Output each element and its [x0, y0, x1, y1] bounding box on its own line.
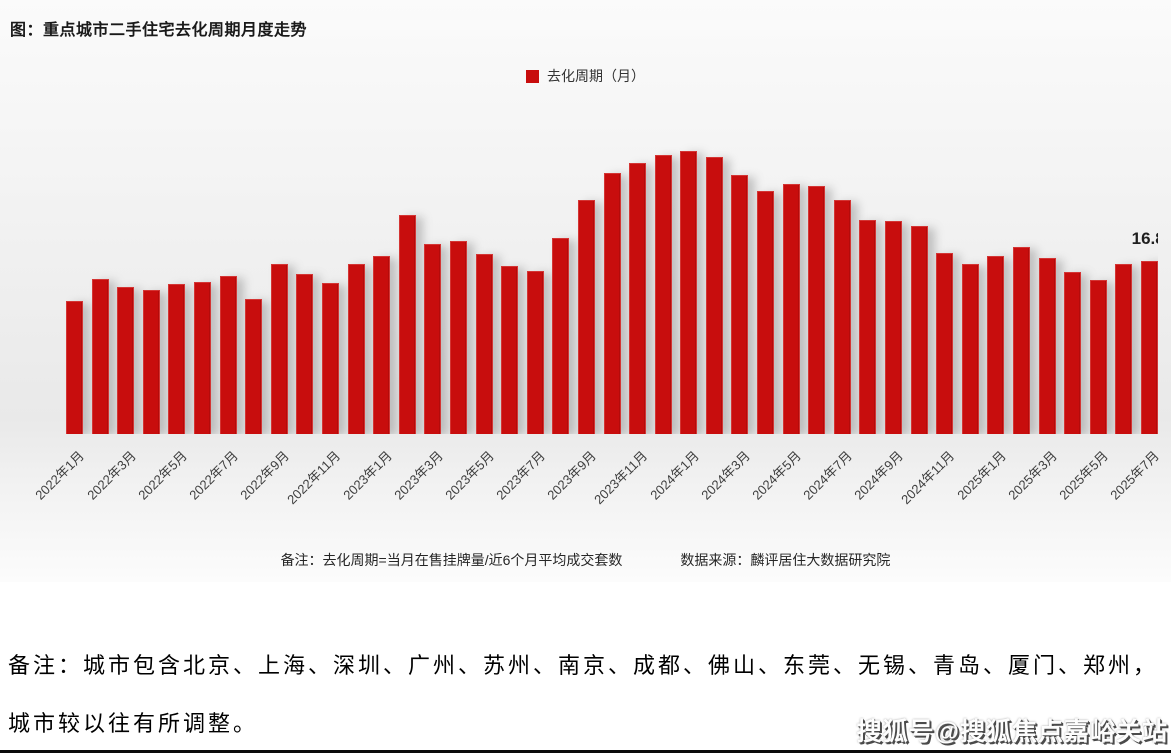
x-tick-label: 2024年7月 — [800, 448, 856, 503]
x-tick-label: 2025年1月 — [954, 448, 1009, 503]
data-label-last-bar: 16.8 — [1131, 229, 1158, 249]
bar-2024年10月 — [910, 226, 928, 434]
bar-2024年6月 — [808, 186, 826, 434]
x-tick-label: 2023年7月 — [493, 448, 548, 503]
legend: 去化周期（月） — [0, 66, 1171, 86]
bar-2024年1月 — [680, 151, 698, 434]
bar-2023年9月 — [577, 199, 595, 434]
bar-2024年12月 — [961, 263, 979, 434]
bar-2022年2月 — [91, 279, 109, 434]
bar-2025年2月 — [1013, 247, 1031, 434]
bar-2022年9月 — [270, 263, 288, 434]
bar-2022年1月 — [66, 300, 83, 434]
bar-2023年8月 — [552, 237, 570, 434]
x-tick-label: 2023年5月 — [442, 448, 497, 503]
x-tick-label: 2025年3月 — [1005, 448, 1060, 503]
chart-footnote: 备注：去化周期=当月在售挂牌量/近6个月平均成交套数 数据来源：麟评居住大数据研… — [0, 550, 1171, 570]
x-tick-label: 2022年3月 — [83, 448, 139, 503]
bar-2023年11月 — [629, 163, 647, 434]
bar-2024年11月 — [936, 253, 954, 434]
bar-2023年5月 — [475, 254, 493, 434]
note-line-1: 备注：城市包含北京、上海、深圳、广州、苏州、南京、成都、佛山、东莞、无锡、青岛、… — [8, 653, 1159, 678]
chart-panel: 图：重点城市二手住宅去化周期月度走势 去化周期（月） 16.8 2022年1月2… — [0, 0, 1171, 582]
legend-label: 去化周期（月） — [547, 68, 645, 84]
bar-2025年1月 — [987, 256, 1005, 434]
bar-2024年5月 — [782, 184, 800, 434]
bar-2025年6月 — [1115, 263, 1133, 434]
bar-2024年8月 — [859, 220, 877, 434]
bar-2024年7月 — [833, 199, 851, 434]
bar-2023年3月 — [424, 243, 442, 434]
x-tick-label: 2024年5月 — [749, 448, 804, 503]
x-tick-label: 2022年1月 — [32, 448, 88, 503]
note-line-2: 城市较以往有所调整。 — [8, 711, 259, 736]
bar-2025年7月 — [1141, 260, 1158, 434]
legend-square-icon — [526, 69, 539, 83]
bar-2022年8月 — [245, 298, 263, 434]
bar-2022年4月 — [142, 290, 160, 434]
bar-2025年4月 — [1064, 271, 1082, 434]
bar-2024年4月 — [757, 191, 775, 434]
bar-2025年5月 — [1089, 280, 1107, 434]
x-axis-labels: 2022年1月 2022年3月 2022年5月 2022年7月 2022年9月 2022年… — [33, 436, 1163, 554]
bottom-border-line — [0, 750, 1171, 753]
bar-2023年4月 — [449, 240, 467, 434]
x-tick-label: 2024年11月 — [898, 448, 958, 508]
x-tick-label: 2022年7月 — [186, 448, 241, 503]
chart-title: 图：重点城市二手住宅去化周期月度走势 — [10, 22, 308, 39]
x-tick-label: 2022年5月 — [135, 448, 190, 503]
x-tick-label: 2025年5月 — [1056, 448, 1112, 503]
bar-2023年2月 — [398, 215, 416, 434]
footnote-source: 数据来源：麟评居住大数据研究院 — [680, 552, 891, 568]
bar-2022年10月 — [296, 273, 314, 434]
bar-2022年7月 — [219, 276, 237, 434]
footnote-definition: 备注：去化周期=当月在售挂牌量/近6个月平均成交套数 — [280, 552, 623, 568]
bar-2023年6月 — [501, 265, 519, 434]
bar-2022年12月 — [347, 263, 365, 434]
bar-2023年12月 — [654, 155, 672, 434]
x-tick-label: 2024年3月 — [698, 448, 753, 503]
watermark: 搜狐号@搜狐焦点嘉峪关站 — [856, 718, 1168, 746]
bar-2022年6月 — [193, 282, 211, 434]
bottom-notes: 备注：城市包含北京、上海、深圳、广州、苏州、南京、成都、佛山、东莞、无锡、青岛、… — [0, 582, 1171, 753]
x-tick-label: 2023年1月 — [339, 448, 395, 503]
bar-2022年5月 — [168, 284, 186, 434]
x-tick-label: 2022年11月 — [284, 448, 344, 508]
bar-2025年3月 — [1038, 258, 1056, 434]
bar-2023年10月 — [603, 172, 621, 434]
bar-2024年2月 — [705, 157, 723, 434]
x-tick-label: 2023年3月 — [391, 448, 446, 503]
bar-2024年3月 — [731, 174, 749, 434]
plot-area: 16.8 — [66, 110, 1158, 434]
x-tick-label: 2025年7月 — [1107, 448, 1163, 503]
bar-2022年3月 — [117, 287, 135, 434]
x-tick-label: 2024年1月 — [646, 448, 702, 503]
bar-2023年1月 — [373, 256, 391, 434]
bar-2022年11月 — [321, 283, 339, 434]
x-tick-label: 2023年11月 — [591, 448, 651, 508]
bar-2023年7月 — [526, 270, 544, 434]
bar-2024年9月 — [885, 221, 903, 434]
